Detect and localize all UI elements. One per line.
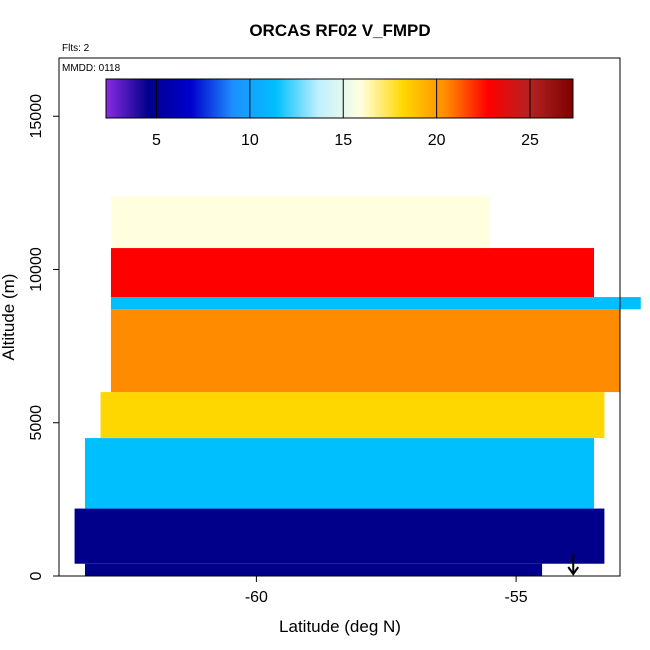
y-axis-label: Altitude (m) xyxy=(0,274,18,361)
colorbar-tick-label-4: 25 xyxy=(521,132,539,149)
heatmap-cell-5 xyxy=(110,297,641,310)
colorbar-tick-label-2: 15 xyxy=(334,132,352,149)
flights-annotation: Flts: 2 xyxy=(62,43,90,54)
colorbar xyxy=(105,78,574,119)
x-axis-label: Latitude (deg N) xyxy=(279,617,401,636)
colorbar-tick-label-1: 10 xyxy=(241,132,259,149)
chart-title: ORCAS RF02 V_FMPD xyxy=(249,21,430,40)
plot-frame xyxy=(58,57,621,577)
flight-marker-arrowhead xyxy=(567,566,580,576)
y-tick-label-3: 15000 xyxy=(28,94,45,139)
x-tick-label-0: -60 xyxy=(245,589,268,606)
heatmap-cell-7 xyxy=(110,195,491,249)
heatmap-cell-2 xyxy=(84,438,595,509)
heatmap-cell-1 xyxy=(74,508,605,564)
heatmap-cell-0 xyxy=(84,563,543,576)
y-tick-label-1: 5000 xyxy=(28,405,45,441)
colorbar-tick-label-0: 5 xyxy=(152,132,161,149)
heatmap-cell-3 xyxy=(100,392,605,439)
date-annotation: MMDD: 0118 xyxy=(62,63,121,74)
colorbar-tick-label-3: 20 xyxy=(428,132,446,149)
y-tick-label-2: 10000 xyxy=(28,247,45,292)
y-tick-label-0: 0 xyxy=(28,571,45,580)
heatmap-cell-4 xyxy=(110,309,620,393)
x-tick-label-1: -55 xyxy=(505,589,528,606)
heatmap-cell-6 xyxy=(110,248,595,298)
